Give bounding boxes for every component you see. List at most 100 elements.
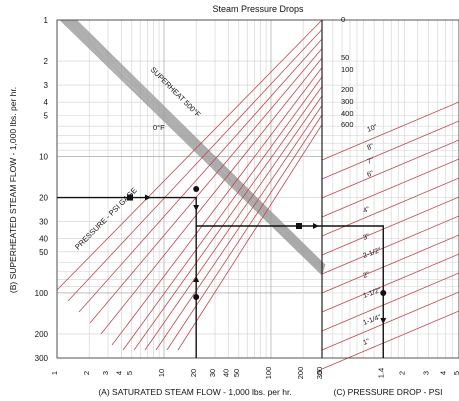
path-marker	[193, 186, 200, 192]
y-tick-label: 5	[44, 111, 49, 120]
pressure-line	[67, 29, 323, 302]
path-line	[57, 196, 197, 358]
x-tick-label: 1	[50, 371, 59, 375]
y-tick-label: 200	[35, 330, 49, 339]
x2-tick-label: 3	[422, 371, 431, 375]
pipe-line	[321, 215, 459, 275]
pipe-size-label: 8"	[366, 143, 375, 152]
path-arrow	[145, 194, 151, 201]
pressure-line	[122, 76, 323, 351]
tick-labels: 123451020304050100200300.51.423451234510…	[35, 16, 459, 379]
pressure-label: 50	[341, 53, 349, 62]
x2-tick-label: 2	[397, 371, 406, 375]
y-tick-label: 4	[44, 98, 49, 107]
pressure-line	[100, 57, 323, 335]
y-tick-label: 10	[39, 152, 48, 161]
superheat-line	[76, 19, 326, 266]
pipe-line	[321, 139, 459, 199]
path-arrow	[380, 318, 387, 324]
superheat-line	[67, 19, 324, 271]
y-tick-label: 3	[44, 81, 49, 90]
superheat-line	[59, 19, 323, 276]
x-tick-label: 10	[157, 369, 166, 377]
y-tick-label: 30	[39, 218, 48, 227]
pipe-size-label: 7"	[366, 157, 375, 166]
y-tick-label: 1	[44, 16, 49, 25]
path-arrow	[193, 205, 200, 211]
x-tick-label: 4	[114, 371, 123, 375]
pressure-line	[56, 19, 323, 291]
pipe-size-label: 2"	[362, 271, 371, 280]
pipe-size-label: 10"	[366, 124, 379, 134]
superheat-line	[65, 19, 324, 272]
y-tick-label: 300	[35, 354, 49, 363]
path-line	[196, 225, 384, 358]
x-tick-label: 20	[189, 369, 198, 377]
y-tick-label: 40	[39, 235, 48, 244]
y-tick-label: 100	[35, 289, 49, 298]
x-tick-label: 5	[125, 371, 134, 375]
superheat-line	[63, 19, 323, 274]
pipe-line	[321, 177, 459, 237]
frame-rect	[56, 19, 459, 359]
path-marker	[193, 294, 200, 300]
path-marker	[296, 223, 302, 229]
path-marker	[127, 194, 133, 201]
x2-tick-label: 1.4	[376, 368, 385, 378]
pipe-size-label: 1-1/4"	[362, 314, 382, 327]
superheat-line	[69, 19, 325, 270]
superheat-line	[68, 19, 324, 270]
pipe-size-label: 3"	[362, 233, 371, 242]
pipe-line	[321, 234, 459, 294]
x-tick-label: 3	[101, 371, 110, 375]
x2-axis-label: (C) PRESSURE DROP - PSI	[334, 387, 443, 397]
superheat-line	[66, 19, 324, 272]
pipe-line	[321, 196, 459, 256]
chart-frame	[56, 19, 459, 359]
superheat-label: 0°F	[153, 123, 165, 132]
pipe-line	[321, 291, 459, 351]
superheat-line	[64, 19, 324, 273]
pressure-line	[177, 124, 323, 351]
path-arrow	[193, 276, 200, 282]
pipe-size-label: 1"	[362, 338, 371, 347]
y-axis-label: (B) SUPERHEATED STEAM FLOW - 1,000 lbs. …	[8, 87, 18, 293]
pipe-size-label: 4"	[362, 206, 371, 215]
pressure-line	[133, 86, 323, 351]
path-arrow	[313, 223, 319, 229]
pressure-label: 200	[341, 85, 354, 94]
pressure-line	[155, 105, 323, 351]
x-axis-label: (A) SATURATED STEAM FLOW - 1,000 lbs. pe…	[98, 387, 291, 397]
y-tick-label: 20	[39, 194, 48, 203]
pipe-size-label: 1-1/2"	[362, 287, 382, 300]
right-panel-grid	[321, 19, 459, 359]
superheat-line	[60, 19, 323, 275]
y-tick-label: 2	[44, 57, 49, 66]
pressure-line	[144, 95, 323, 351]
chart-title: Steam Pressure Drops	[212, 4, 304, 14]
superheat-line	[70, 19, 325, 269]
pressure-line	[166, 114, 323, 351]
pressure-label: 600	[341, 120, 354, 129]
y-tick-label: 50	[39, 248, 48, 257]
x-tick-label: 30	[208, 369, 217, 377]
x-tick-label: 300	[315, 367, 324, 380]
left-panel-grid	[56, 19, 323, 359]
pressure-line	[111, 67, 323, 346]
pressure-lines	[56, 19, 323, 351]
x-tick-label: 200	[296, 367, 305, 380]
pipe-line	[321, 253, 459, 313]
x-tick-label: 50	[232, 369, 241, 377]
pressure-label: 300	[341, 97, 354, 106]
pressure-label: 400	[341, 109, 354, 118]
pressure-line	[78, 38, 323, 313]
pipe-size-label: 2-1/2"	[362, 247, 382, 260]
pressure-label: 100	[341, 65, 354, 74]
pipe-line	[321, 158, 459, 218]
superheat-band	[59, 19, 326, 276]
pipe-size-lines	[321, 101, 459, 370]
pipe-line	[321, 272, 459, 332]
x-tick-label: 100	[264, 367, 273, 380]
pressure-line	[89, 48, 323, 324]
